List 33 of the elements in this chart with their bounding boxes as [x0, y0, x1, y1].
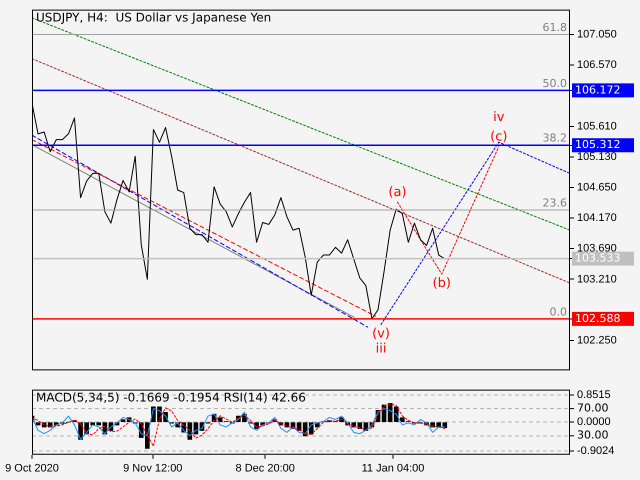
- y-tick-label: 106.570: [577, 59, 617, 72]
- annotation: 23.6: [542, 196, 567, 210]
- y-tick-label: 104.650: [577, 181, 617, 194]
- annotation: 50.0: [542, 76, 567, 90]
- annotation: iii: [376, 341, 386, 356]
- x-tick-label: 11 Jan 04:00: [362, 462, 424, 474]
- annotation: iv: [493, 110, 505, 126]
- annotation: (c): [490, 130, 508, 145]
- annotation: (b): [432, 276, 451, 292]
- x-tick-label: 9 Nov 12:00: [123, 462, 182, 474]
- annotation: (a): [388, 184, 407, 200]
- y2-tick-label: 70.00: [577, 401, 608, 414]
- annotation: 0.0: [550, 305, 567, 318]
- x-tick-label: 8 Dec 20:00: [236, 462, 295, 474]
- y-tick-label: 0.8515: [577, 389, 611, 402]
- annotation: 61.8: [542, 20, 567, 34]
- y-tick-label: 105.130: [577, 150, 617, 163]
- y-tick-label: 105.312: [575, 138, 620, 152]
- y-tick-label: -0.9024: [577, 445, 614, 458]
- y-tick-label: 103.210: [577, 273, 617, 286]
- y-tick-label: 107.050: [577, 28, 617, 40]
- chart-title: MACD(5,34,5) -0.1669 -0.1954 RSI(14) 42.66: [36, 390, 306, 405]
- y-tick-label: 102.588: [575, 312, 620, 325]
- chart-title: USDJPY, H4: US Dollar vs Japanese Yen: [36, 10, 272, 25]
- y-tick-label: 0.0000: [577, 416, 611, 428]
- annotation: 38.2: [542, 132, 567, 145]
- x-tick-label: 9 Oct 2020: [5, 462, 59, 474]
- y-tick-label: 105.610: [577, 120, 617, 132]
- y2-tick-label: 30.00: [577, 428, 608, 442]
- annotation: (v): [372, 326, 390, 342]
- y-tick-label: 106.172: [575, 83, 620, 96]
- y-tick-label: 104.170: [577, 212, 617, 224]
- y-tick-label: 102.250: [577, 334, 617, 346]
